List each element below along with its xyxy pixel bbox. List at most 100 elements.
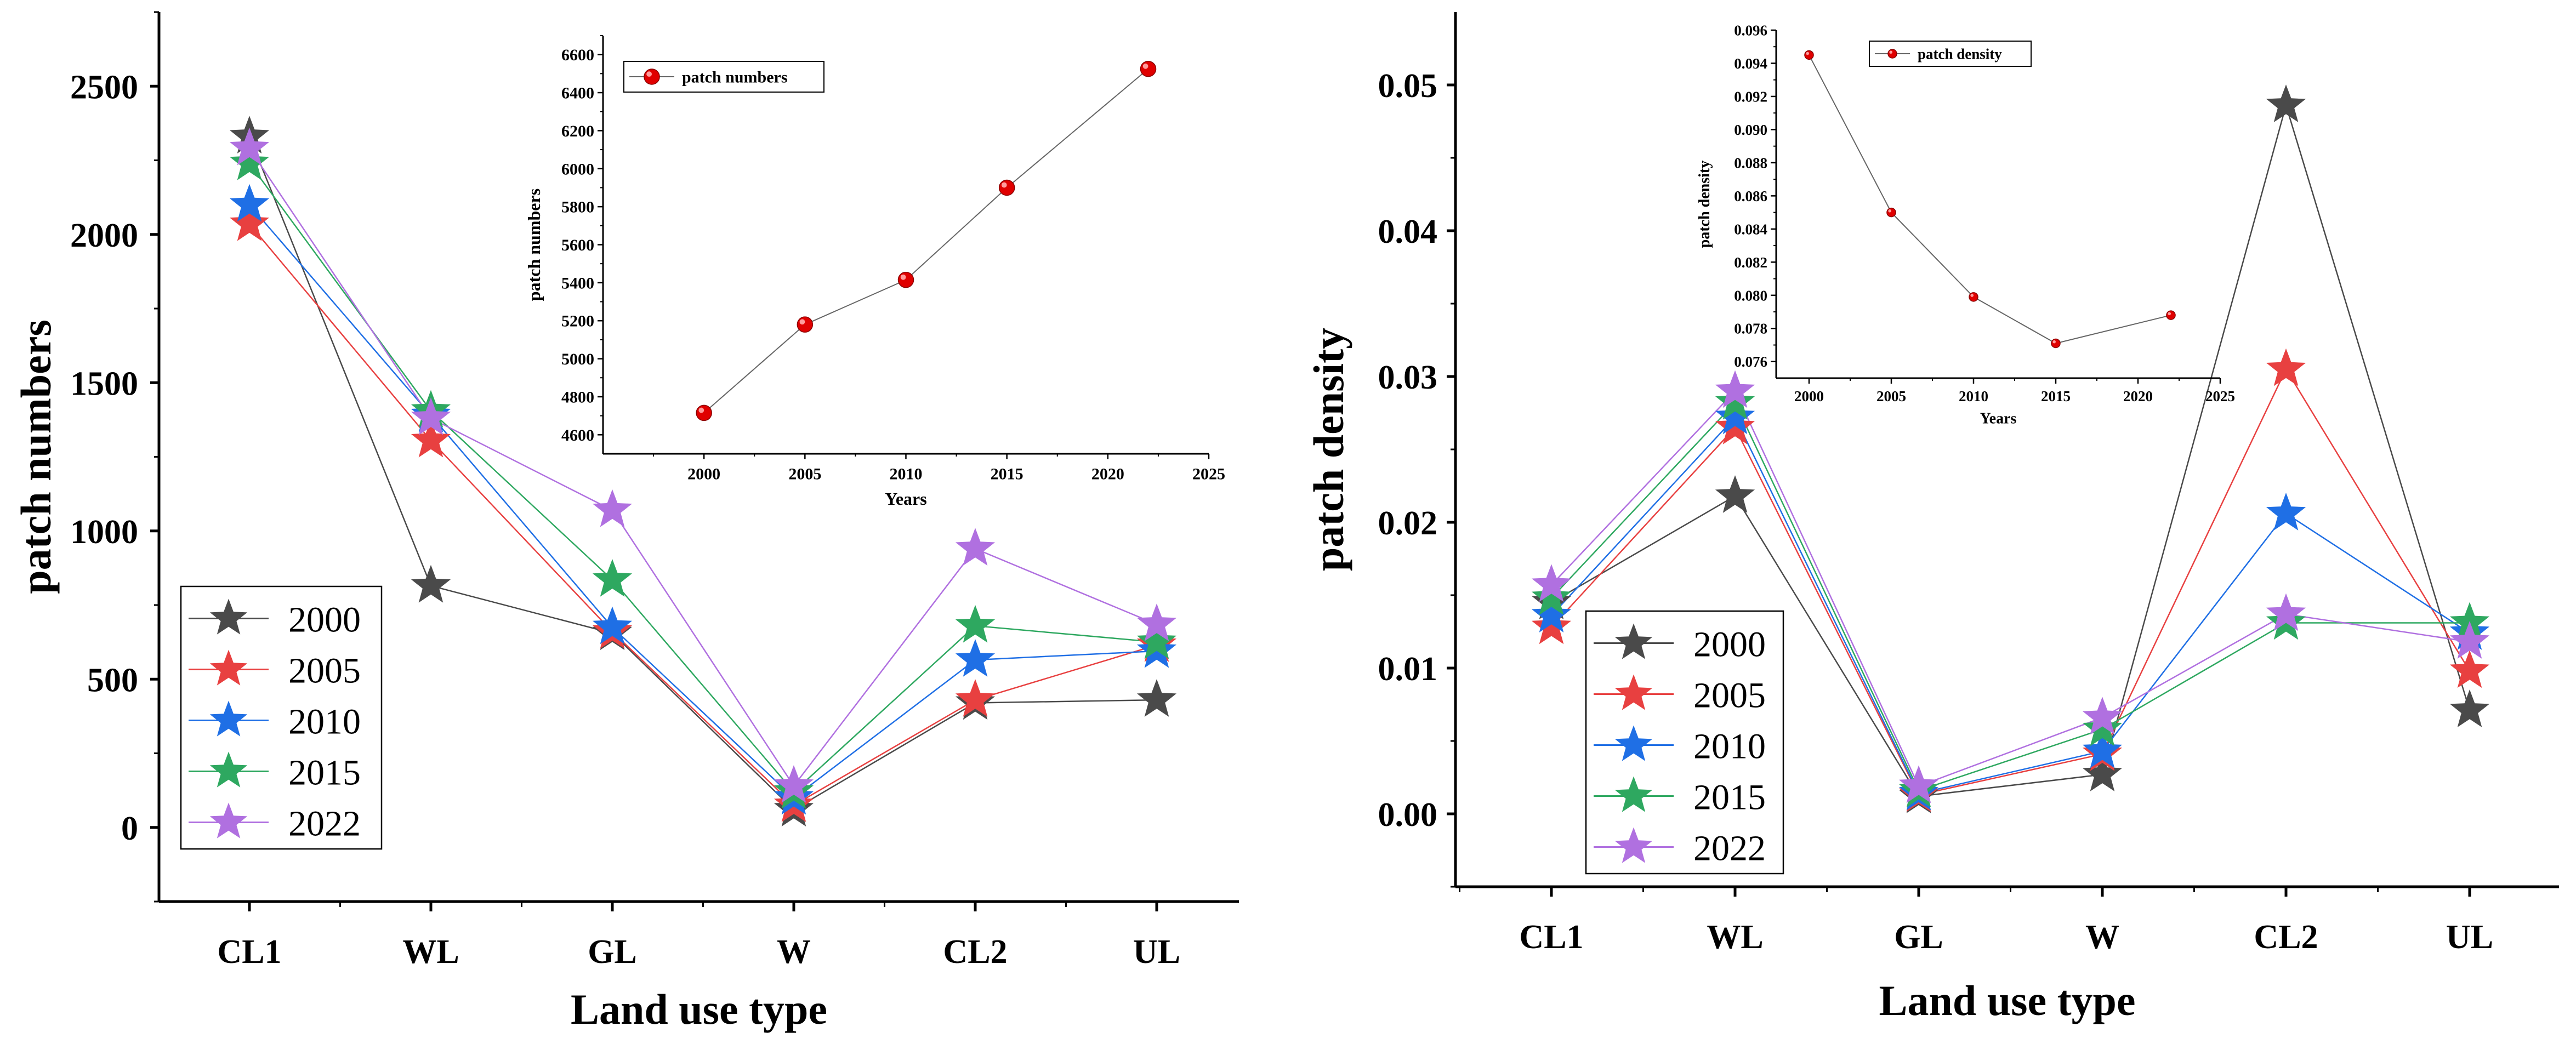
inset-data-point-2010: [1969, 292, 1978, 302]
data-point-2010-GL: [592, 606, 633, 645]
series-line-2005: [249, 223, 1157, 806]
inset-y-tick-label: 0.094: [1734, 55, 1767, 72]
inset-x-tick-label: 2000: [687, 465, 720, 483]
series-line-2015: [1551, 401, 2470, 791]
y-tick-label: 0.02: [1378, 505, 1438, 542]
x-tick-label: CL1: [1519, 919, 1583, 956]
series-line-2000: [1551, 102, 2471, 797]
y-tick-label: 0.03: [1378, 359, 1438, 396]
data-point-2005-CL1: [1531, 606, 1572, 645]
y-tick-label: 1000: [70, 514, 138, 551]
y-tick-label: 500: [87, 661, 138, 699]
inset-y-tick-label: 0.084: [1734, 221, 1767, 237]
legend-label-2005: 2005: [288, 651, 361, 691]
data-point-2005-CL2: [955, 679, 996, 717]
inset-x-tick-label: 2005: [788, 465, 821, 483]
inset-data-point-2022: [1140, 60, 1157, 77]
data-point-2010-CL1: [1531, 595, 1572, 632]
inset-data-point-2010: [897, 271, 914, 288]
x-tick-label: W: [777, 933, 811, 971]
data-point-2000-UL: [1136, 679, 1177, 717]
data-point-2022-UL: [2449, 621, 2490, 659]
legend-label-2005: 2005: [1693, 676, 1766, 716]
inset-y-tick-label: 6400: [561, 84, 594, 102]
inset-y-tick-label: 4800: [561, 388, 594, 406]
legend-label-2010: 2010: [1693, 727, 1766, 767]
data-point-2005-CL2: [2266, 348, 2306, 386]
inset-x-axis-label: Years: [885, 489, 926, 509]
legend-label-2015: 2015: [1693, 778, 1766, 818]
y-tick-label: 2000: [70, 217, 138, 254]
inset-y-tick-label: 5400: [561, 274, 594, 292]
inset-y-tick-label: 0.088: [1734, 155, 1767, 171]
inset-data-point-2015: [2051, 338, 2061, 349]
legend-label-2022: 2022: [288, 804, 361, 844]
inset-x-tick-label: 2010: [890, 465, 923, 483]
inset-y-tick-label: 5600: [561, 236, 594, 254]
x-tick-label: WL: [1707, 919, 1763, 956]
y-tick-label: 0.05: [1378, 67, 1438, 105]
data-point-2000-CL2: [2266, 84, 2306, 122]
inset-x-axis-label: Years: [1980, 410, 2017, 427]
y-tick-label: 0.01: [1378, 651, 1438, 688]
data-point-2015-GL: [592, 559, 633, 597]
inset-data-point-2022: [2166, 310, 2176, 320]
legend-marker-2015: [1614, 776, 1653, 812]
legend-marker-2010: [1614, 725, 1653, 761]
inset-data-point-2000-highlight: [1806, 52, 1809, 55]
series-line-2005: [1551, 368, 2471, 796]
legend-marker-2005: [209, 649, 248, 686]
inset-x-tick-label: 2010: [1959, 388, 1988, 404]
data-point-2010-CL1: [229, 184, 270, 222]
data-point-2005-UL: [2449, 650, 2490, 688]
inset-x-tick-label: 2015: [991, 465, 1023, 483]
legend-label-2000: 2000: [288, 600, 361, 640]
data-point-2015-CL2: [955, 605, 996, 643]
inset-y-tick-label: 5800: [561, 198, 594, 216]
legend-label-2022: 2022: [1693, 829, 1766, 869]
x-tick-label: CL2: [2254, 919, 2318, 956]
data-point-2015-CL1: [1531, 577, 1572, 615]
legend-marker-2015: [209, 751, 248, 788]
x-tick-label: UL: [1133, 933, 1180, 971]
legend-marker-2022: [209, 802, 248, 839]
data-point-2015-CL1: [229, 142, 270, 180]
y-axis-label: patch density: [1305, 328, 1352, 571]
x-tick-label: UL: [2446, 919, 2493, 956]
inset-data-point-2005: [1886, 207, 1896, 218]
legend-marker-2000: [209, 598, 248, 635]
x-tick-label: W: [2085, 919, 2119, 956]
inset-y-tick-label: 0.082: [1734, 254, 1767, 271]
inset-data-point-2022-highlight: [2168, 312, 2171, 316]
inset-data-point-2000-highlight: [698, 407, 704, 413]
data-point-2010-CL2: [2266, 493, 2306, 531]
x-tick-label: WL: [402, 933, 459, 971]
data-point-2022-GL: [1898, 765, 1939, 803]
inset-legend-marker: [644, 69, 660, 85]
data-point-2010-W: [2082, 730, 2123, 768]
right-chart-panel: 0.00 0.01 0.02 0.03 0.04 0.05 CL1 WL GL W CL2 UL Lan…: [1305, 12, 2559, 1024]
y-tick-label: 1500: [70, 365, 138, 402]
inset-y-tick-label: 6200: [561, 122, 594, 140]
x-axis-label: Land use type: [1879, 977, 2135, 1024]
inset-legend-marker-highlight: [1889, 50, 1892, 54]
data-point-2022-W: [2082, 697, 2123, 735]
data-point-2000-WL: [1715, 475, 1755, 513]
inset-data-point-2010-highlight: [1970, 294, 1974, 297]
inset-x-tick-label: 2025: [2205, 388, 2235, 404]
data-point-2000-W: [2082, 754, 2123, 791]
inset-y-tick-label: 5000: [561, 350, 594, 368]
legend-marker-2000: [1614, 623, 1653, 659]
inset-y-tick-label: 0.076: [1734, 353, 1767, 370]
inset-legend-label: patch numbers: [682, 69, 788, 87]
y-tick-label: 0.04: [1378, 213, 1438, 250]
inset-y-tick-label: 4600: [561, 426, 594, 444]
x-tick-label: GL: [1894, 919, 1943, 956]
data-point-2005-WL: [411, 419, 451, 458]
data-point-2022-CL1: [1531, 564, 1572, 602]
inset-legend-marker: [1887, 49, 1897, 59]
x-tick-label: CL2: [943, 933, 1007, 971]
data-point-2022-CL1: [229, 127, 270, 166]
inset-data-point-2000: [696, 404, 712, 421]
